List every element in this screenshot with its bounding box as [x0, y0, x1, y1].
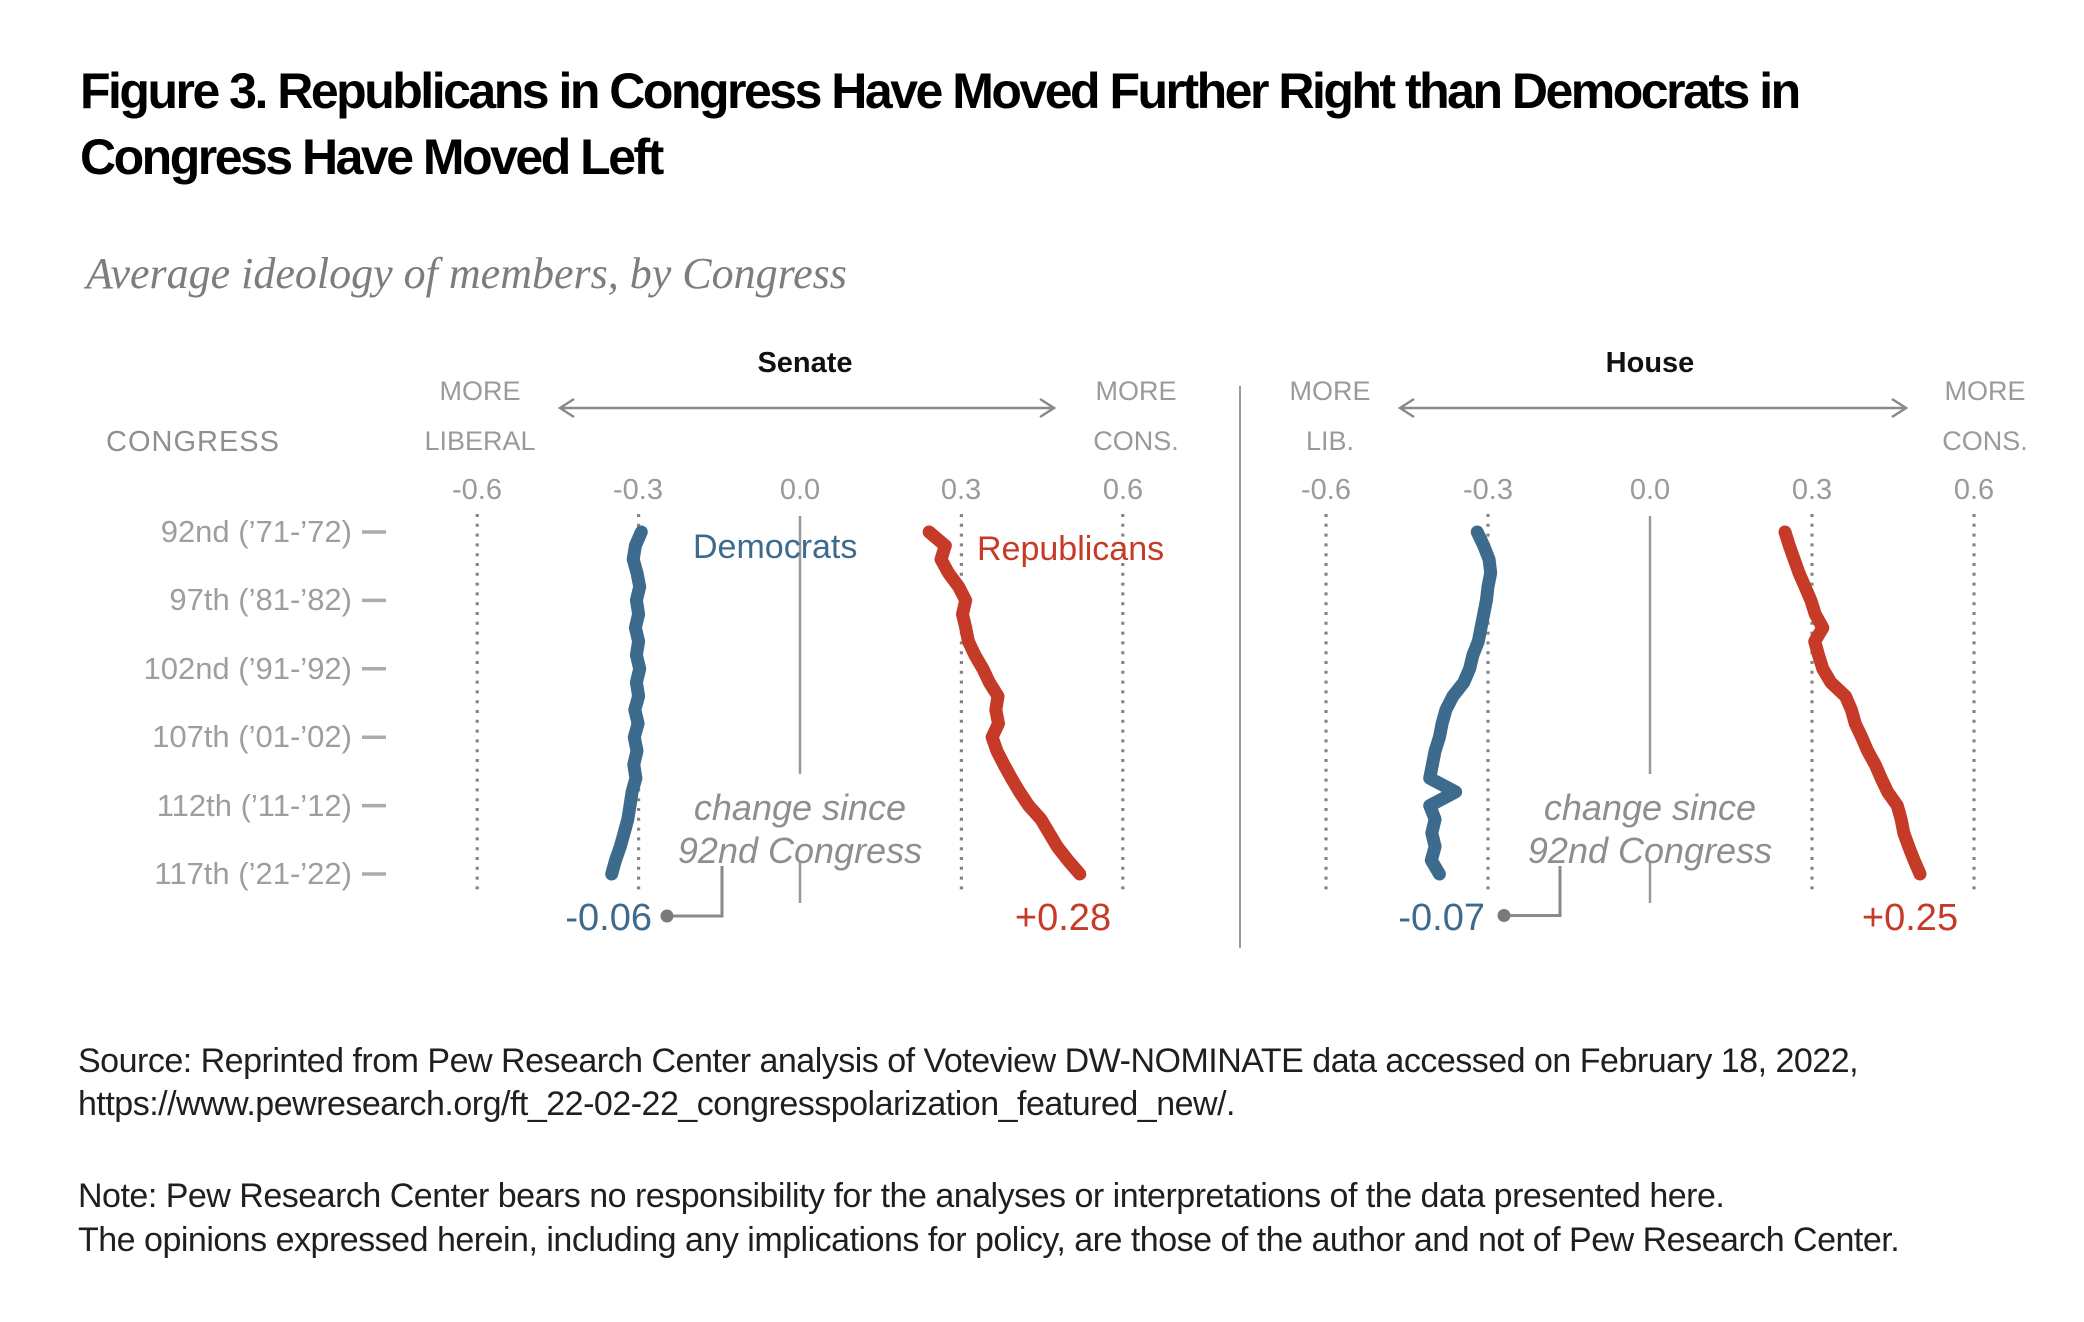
house-tick-pos06: 0.6	[1953, 474, 1995, 506]
house-tick-pos03: 0.3	[1791, 474, 1833, 506]
senate-tick-neg03: -0.3	[613, 474, 663, 506]
arrowhead-left-icon	[557, 397, 575, 419]
republicans-series-label: Republicans	[977, 530, 1165, 568]
callout-dot-icon	[660, 909, 674, 923]
senate-democrats-line	[605, 525, 648, 881]
row-label-107th: 107th (’01-’02)	[152, 719, 352, 754]
senate-panel-title: Senate	[757, 347, 853, 379]
row-label-117th: 117th (’21-’22)	[154, 856, 352, 891]
house-change-annotation: change since 92nd Congress	[1527, 787, 1773, 871]
senate-republicans-line	[922, 525, 1087, 881]
senate-more-cons-label: MORE CONS.	[1093, 376, 1179, 456]
house-tick-neg03: -0.3	[1463, 474, 1513, 506]
row-label-92nd: 92nd (’71-’72)	[160, 514, 352, 549]
house-more-cons-label: MORE CONS.	[1942, 376, 2028, 456]
senate-dem-change-value: -0.06	[565, 897, 652, 939]
house-panel-title: House	[1605, 347, 1695, 379]
house-more-lib-label: MORE LIB.	[1289, 376, 1371, 456]
row-label-97th: 97th (’81-’82)	[169, 582, 352, 617]
senate-tick-neg06: -0.6	[452, 474, 502, 506]
senate-more-liberal-label: MORE LIBERAL	[424, 376, 536, 456]
note-text: Note: Pew Research Center bears no respo…	[78, 1177, 1900, 1259]
callout-elbow-line	[673, 866, 724, 918]
arrowhead-left-icon	[1397, 397, 1415, 419]
house-democrats-line	[1423, 525, 1498, 881]
senate-change-annotation: change since 92nd Congress	[677, 787, 923, 871]
senate-tick-zero: 0.0	[779, 474, 821, 506]
callout-dot-icon	[1497, 909, 1511, 922]
house-dem-change-value: -0.07	[1398, 897, 1485, 939]
row-label-102nd: 102nd (’91-’92)	[143, 651, 352, 686]
house-republicans-line	[1778, 525, 1927, 881]
row-label-112th: 112th (’11-’12)	[156, 788, 352, 823]
arrowhead-right-icon	[1891, 397, 1909, 419]
house-tick-zero: 0.0	[1629, 474, 1671, 506]
arrowhead-right-icon	[1039, 397, 1057, 419]
figure-title: Figure 3. Republicans in Congress Have M…	[80, 63, 1801, 185]
democrats-series-label: Democrats	[693, 528, 858, 566]
senate-rep-change-value: +0.28	[1014, 897, 1112, 939]
house-rep-change-value: +0.25	[1861, 897, 1959, 939]
callout-elbow-line	[1510, 866, 1562, 917]
senate-tick-pos03: 0.3	[940, 474, 982, 506]
source-text: Source: Reprinted from Pew Research Cent…	[78, 1042, 1859, 1123]
senate-tick-pos06: 0.6	[1102, 474, 1144, 506]
congress-axis-header: CONGRESS	[106, 426, 280, 458]
chart-subtitle: Average ideology of members, by Congress	[86, 249, 847, 298]
house-tick-neg06: -0.6	[1301, 474, 1351, 506]
